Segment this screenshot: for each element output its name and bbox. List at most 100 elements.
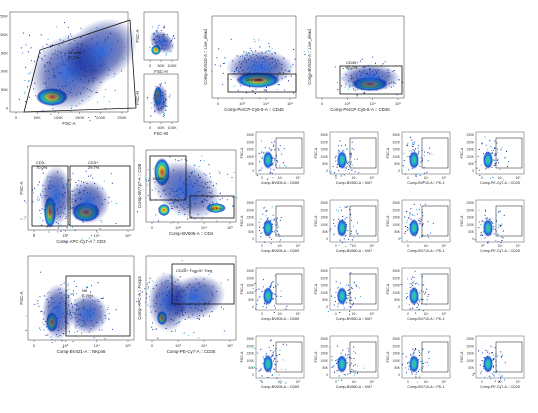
event-dot	[226, 199, 228, 201]
event-dot	[201, 219, 203, 221]
event-dot	[277, 148, 279, 150]
x-tick-label: 10⁵	[296, 312, 302, 316]
event-dot	[487, 148, 489, 150]
x-tick-label: 200K	[96, 115, 106, 120]
event-dot	[25, 329, 27, 331]
event-dot	[346, 149, 347, 151]
event-dot	[146, 98, 148, 100]
y-tick-label: 0	[326, 237, 328, 241]
event-dot	[353, 149, 355, 150]
event-dot	[91, 284, 92, 286]
event-dot	[341, 145, 343, 147]
event-dot	[423, 167, 425, 169]
event-dot	[422, 181, 424, 183]
event-dot	[276, 224, 278, 226]
event-dot	[271, 48, 273, 50]
event-dot	[270, 168, 272, 170]
event-dot	[147, 288, 149, 290]
y-axis-label: FSC-A	[386, 351, 390, 362]
y-tick-label: 250K	[321, 269, 329, 273]
event-dot	[427, 221, 429, 223]
event-dot	[276, 355, 278, 357]
event-dot	[489, 218, 491, 220]
event-dot	[494, 148, 495, 150]
x-tick-label: 0	[481, 244, 483, 248]
y-tick-label: 0	[252, 237, 254, 241]
event-dot	[258, 370, 260, 372]
event-dot	[146, 297, 148, 299]
event-dot	[101, 329, 103, 331]
y-axis-label: FSC-A	[314, 351, 318, 362]
marker-plot-s15: 250K 200K 150K 100K 50K 0 0 10³ 10⁵Comp-PE-Cy7-A…	[460, 335, 525, 389]
event-dot	[360, 296, 361, 297]
event-dot	[223, 330, 225, 332]
event-dot	[272, 355, 274, 357]
event-dot	[343, 307, 345, 309]
event-dot	[501, 147, 503, 149]
event-dot	[265, 90, 267, 92]
y-tick-label: 50K	[322, 230, 329, 234]
event-dot	[38, 199, 40, 201]
event-dot	[337, 380, 339, 381]
y-tick-label: 0	[6, 106, 9, 111]
event-dot	[232, 196, 234, 198]
event-dot	[286, 305, 288, 307]
event-dot	[160, 30, 162, 31]
event-dot	[349, 165, 351, 167]
event-dot	[187, 335, 189, 337]
event-dot	[187, 218, 189, 220]
event-dot	[357, 372, 358, 374]
event-dot	[422, 284, 424, 286]
event-dot	[108, 101, 110, 103]
event-dot	[261, 150, 263, 152]
event-dot	[51, 341, 53, 343]
event-dot	[343, 150, 345, 152]
event-dot	[375, 62, 376, 64]
event-dot	[409, 308, 411, 310]
event-dot	[331, 366, 333, 368]
event-dot	[408, 368, 410, 370]
event-dot	[260, 367, 262, 369]
event-dot	[258, 39, 260, 41]
x-tick-label: 10⁵	[296, 244, 302, 248]
event-dot	[412, 144, 414, 146]
event-dot	[412, 142, 414, 144]
event-dot	[136, 300, 138, 302]
event-dot	[273, 162, 275, 164]
event-dot	[483, 153, 484, 154]
event-dot	[408, 156, 410, 157]
y-tick-label: 50K	[394, 298, 401, 302]
density-cluster	[409, 355, 419, 373]
event-dot	[500, 224, 502, 226]
event-dot	[414, 270, 416, 272]
gate-rect	[421, 273, 449, 305]
event-dot	[338, 151, 340, 153]
density-cluster	[263, 151, 273, 169]
gate-label: NK	[82, 288, 88, 293]
event-dot	[269, 236, 271, 238]
event-dot	[158, 220, 159, 222]
event-dot	[343, 238, 345, 240]
event-dot	[422, 362, 424, 364]
event-dot	[38, 305, 40, 307]
event-dot	[424, 362, 426, 364]
event-dot	[22, 32, 24, 34]
event-dot	[338, 145, 339, 147]
event-dot	[477, 155, 479, 157]
event-dot	[51, 338, 53, 340]
x-tick-label: 10⁵	[370, 176, 376, 180]
event-dot	[73, 290, 74, 292]
x-tick-label: 10³	[352, 312, 357, 316]
event-dot	[485, 144, 487, 146]
event-dot	[413, 352, 415, 354]
event-dot	[506, 150, 507, 152]
event-dot	[25, 201, 27, 203]
event-dot	[481, 142, 483, 144]
event-dot	[355, 230, 357, 232]
event-dot	[232, 204, 234, 206]
event-dot	[499, 210, 501, 212]
y-tick-label: 100K	[393, 359, 401, 363]
x-tick-label: 10³	[278, 176, 283, 180]
event-dot	[274, 158, 275, 160]
